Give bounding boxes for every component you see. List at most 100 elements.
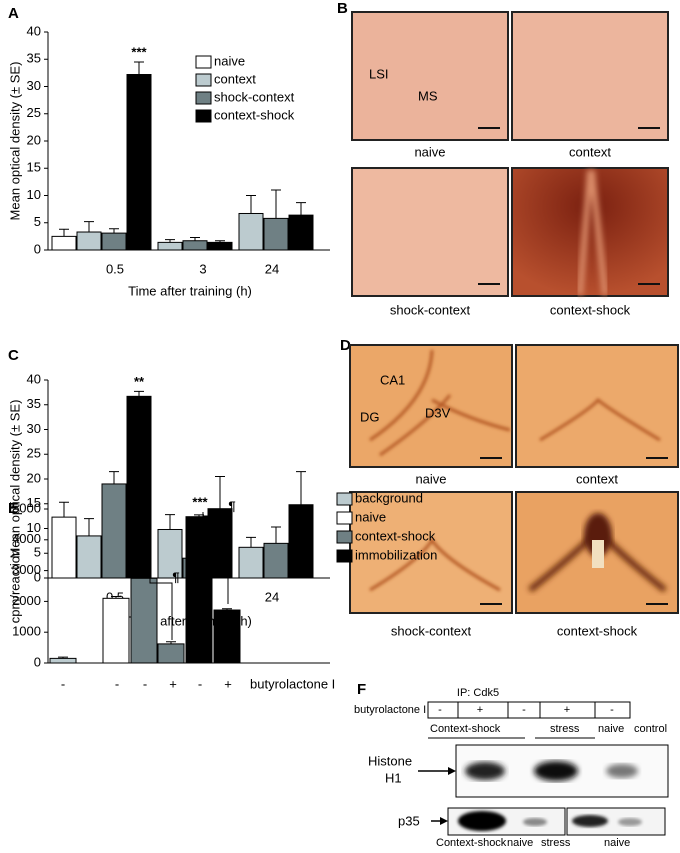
legend-swatch	[336, 549, 353, 563]
error-bar	[190, 236, 200, 241]
group-label: Context-shock	[430, 723, 501, 735]
region-label: DG	[360, 409, 380, 424]
x-tick-label: -	[61, 676, 65, 691]
x-tick-label: 24	[265, 589, 279, 604]
error-bar	[271, 526, 281, 544]
y-axis-label: cpm/reaction	[7, 549, 22, 623]
scale-bars	[480, 457, 668, 605]
y-tick-label: 25	[27, 446, 41, 461]
y-axis-label: Mean optical density (± SE)	[7, 62, 22, 221]
lane-label: Context-shock	[436, 837, 507, 849]
y-tick-label: 0	[34, 654, 41, 669]
group-label: stress	[550, 723, 580, 735]
scale-bars	[478, 127, 660, 285]
treatment-box	[427, 701, 631, 739]
y-tick-label: 30	[27, 421, 41, 436]
micrographs	[349, 344, 679, 614]
x-tick-label: +	[224, 676, 232, 691]
significance-bracket	[202, 512, 229, 604]
x-tick-label: -	[143, 676, 147, 691]
legend-label: context-shock	[355, 528, 436, 543]
significance-bracket	[149, 574, 173, 640]
y-tick-label: 20	[27, 470, 41, 485]
legend-swatch	[195, 55, 212, 69]
sign: -	[522, 704, 526, 716]
image-caption: naive	[414, 144, 445, 159]
band-label: H1	[385, 770, 402, 785]
panel-label: F	[357, 681, 366, 698]
blot	[418, 744, 669, 836]
y-tick-label: 3000	[12, 562, 41, 577]
error-bar	[246, 536, 256, 548]
bar	[207, 241, 233, 251]
error-bar	[134, 390, 144, 397]
bar	[288, 504, 314, 579]
x-axis-label: Time after training (h)	[128, 283, 252, 298]
annotation: ***	[131, 44, 147, 59]
panel-label: A	[8, 5, 19, 22]
bar	[51, 516, 77, 579]
legend-label: shock-context	[214, 89, 295, 104]
y-tick-label: 15	[27, 160, 41, 175]
error-bar	[271, 189, 281, 219]
y-tick-label: 0	[34, 241, 41, 256]
error-bar	[215, 476, 225, 509]
legend-swatch	[195, 109, 212, 123]
micrograph	[351, 167, 509, 297]
bar	[238, 546, 264, 579]
legend-swatch	[195, 91, 212, 105]
group-label: naive	[598, 723, 624, 735]
bar	[263, 542, 289, 579]
image-caption: context	[569, 144, 611, 159]
image-caption: naive	[415, 471, 446, 486]
image-caption: context-shock	[557, 623, 638, 638]
y-tick-label: 4000	[12, 531, 41, 546]
bar	[130, 577, 158, 664]
bar	[182, 240, 208, 251]
tissue	[577, 169, 608, 296]
sign: -	[610, 704, 614, 716]
x-tick-label: -	[115, 676, 119, 691]
y-tick-label: 30	[27, 78, 41, 93]
error-bar	[59, 228, 69, 237]
bar	[213, 609, 241, 664]
image-caption: shock-context	[391, 623, 472, 638]
error-bar	[59, 501, 69, 518]
legend-label: context	[214, 71, 256, 86]
y-axis-label: Mean optical density (± SE)	[7, 400, 22, 559]
y-tick-label: 5	[34, 214, 41, 229]
bar	[76, 231, 102, 251]
sign: +	[477, 704, 483, 716]
bar	[263, 217, 289, 251]
y-tick-label: 10	[27, 520, 41, 535]
lane-label: naive	[604, 837, 630, 849]
y-tick-label: 40	[27, 371, 41, 386]
error-bar	[134, 61, 144, 75]
error-bar	[109, 228, 119, 234]
panel-label: E	[8, 500, 18, 517]
y-tick-label: 25	[27, 105, 41, 120]
legend-swatch	[195, 73, 212, 87]
micrograph	[351, 11, 509, 141]
treatment-label: butyrolactone I	[354, 704, 426, 716]
bar	[126, 395, 152, 579]
legend-label: immobilization	[355, 547, 437, 562]
annotation: ***	[136, 553, 152, 568]
y-tick-label: 5	[34, 545, 41, 560]
lane-label: stress	[541, 837, 571, 849]
bar	[101, 232, 127, 251]
y-tick-label: 15	[27, 495, 41, 510]
error-bar	[109, 471, 119, 484]
panel-label: C	[8, 347, 19, 364]
bar	[51, 235, 77, 251]
annotation: ***	[192, 494, 208, 509]
image-caption: context-shock	[550, 302, 631, 317]
lane-label: naive	[507, 837, 533, 849]
x-tick-label: 3	[199, 261, 206, 276]
legend-swatch	[336, 511, 353, 525]
bar	[157, 528, 183, 579]
micrograph	[511, 11, 669, 141]
bar	[157, 643, 185, 664]
bar	[76, 535, 102, 579]
